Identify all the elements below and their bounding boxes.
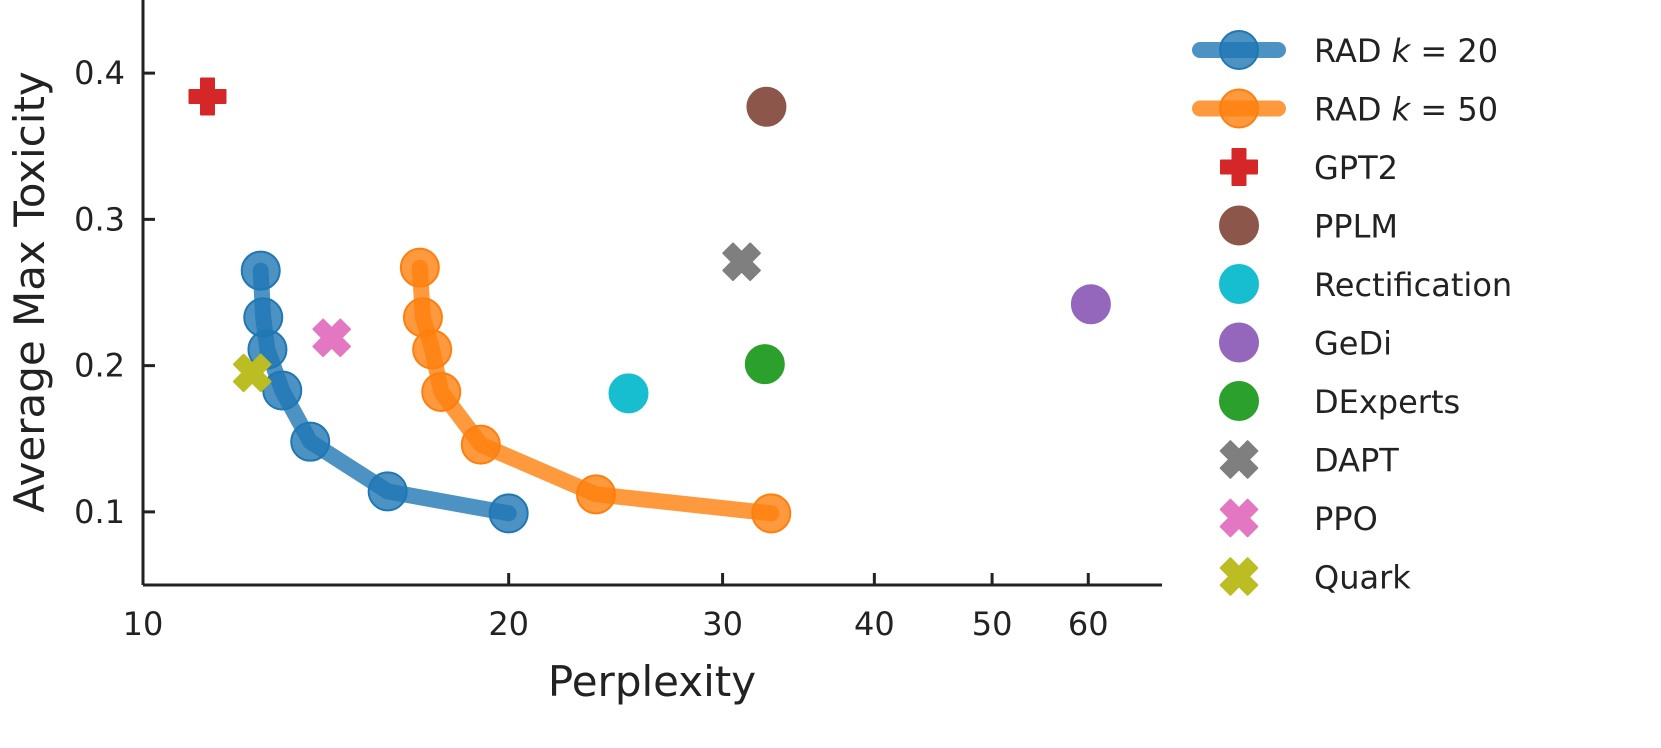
legend-item: Rectification [1219, 264, 1512, 304]
data-point [575, 474, 616, 515]
series-gpt2 [188, 77, 227, 116]
legend-label: GeDi [1314, 325, 1392, 363]
legend-label: Rectification [1314, 266, 1512, 304]
legend-label-variable: k [1392, 32, 1412, 70]
y-tick-label: 0.2 [74, 347, 125, 385]
legend-label: PPLM [1314, 208, 1398, 246]
legend-item: GeDi [1219, 322, 1392, 363]
legend-label: RAD k = 20 [1314, 32, 1498, 70]
legend-label-prefix: RAD [1314, 91, 1392, 129]
data-point [746, 86, 787, 127]
legend-marker [1219, 498, 1259, 538]
data-point [290, 421, 331, 462]
x-tick-label: 60 [1068, 605, 1109, 643]
series-dapt [722, 242, 761, 282]
legend-item: RAD k = 20 [1192, 30, 1498, 70]
legend-item: DExperts [1219, 381, 1460, 421]
series-dexperts [744, 344, 785, 385]
data-point [488, 493, 529, 534]
legend-item: DAPT [1219, 440, 1399, 480]
data-point [240, 250, 281, 291]
data-point [751, 493, 792, 534]
series-rad-k-20 [240, 250, 529, 534]
legend-label: Quark [1314, 559, 1411, 597]
legend-label: RAD k = 50 [1314, 91, 1498, 129]
legend-item: Quark [1219, 557, 1411, 597]
legend-marker [1219, 322, 1259, 363]
series-gedi [1070, 284, 1111, 325]
legend-label-variable: k [1392, 91, 1412, 129]
legend-label: DAPT [1314, 442, 1399, 480]
plot-area [188, 77, 1111, 534]
x-axis-label: Perplexity [548, 657, 756, 706]
legend-marker [1219, 88, 1259, 129]
series-pplm [746, 86, 787, 127]
data-point [412, 329, 453, 370]
legend-marker [1219, 440, 1259, 479]
legend-label-suffix: = 20 [1410, 32, 1498, 70]
legend-item: GPT2 [1220, 148, 1398, 187]
data-point [460, 424, 501, 465]
y-ticks: 0.1 0.2 0.3 0.4 [74, 54, 155, 531]
legend-label: DExperts [1314, 383, 1460, 421]
series-rectification [608, 373, 649, 414]
x-ticks: 10 20 30 40 50 60 [123, 573, 1109, 643]
y-tick-label: 0.1 [74, 493, 125, 531]
legend-label: GPT2 [1314, 149, 1398, 187]
legend-marker [1219, 381, 1259, 421]
x-tick-label: 50 [972, 605, 1013, 643]
data-point [367, 471, 408, 512]
data-point [722, 242, 761, 282]
data-point [188, 77, 227, 116]
data-point [262, 370, 303, 411]
y-tick-label: 0.4 [74, 54, 125, 92]
x-tick-label: 30 [702, 605, 743, 643]
data-point [1070, 284, 1111, 325]
legend-item: RAD k = 50 [1192, 88, 1498, 129]
y-tick-label: 0.3 [74, 200, 125, 238]
data-point [421, 371, 462, 412]
legend-item: PPLM [1219, 205, 1398, 246]
legend-marker [1219, 30, 1259, 70]
series-rad-k-50 [399, 247, 792, 534]
legend-label-suffix: = 50 [1410, 91, 1498, 129]
x-tick-label: 40 [854, 605, 895, 643]
data-point [399, 247, 440, 288]
legend-marker [1220, 148, 1258, 186]
legend-item: PPO [1219, 498, 1378, 538]
legend-marker [1219, 264, 1259, 304]
series-quark [232, 353, 272, 393]
data-point [312, 318, 351, 358]
data-point [232, 353, 272, 393]
data-point [608, 373, 649, 414]
x-tick-label: 10 [123, 605, 164, 643]
legend-marker [1219, 205, 1259, 246]
legend-label: PPO [1314, 500, 1378, 538]
data-point [744, 344, 785, 385]
legend-label-prefix: RAD [1314, 32, 1392, 70]
x-tick-label: 20 [488, 605, 529, 643]
legend-marker [1219, 557, 1259, 596]
y-axis-label: Average Max Toxicity [5, 71, 54, 513]
series-ppo [312, 318, 351, 358]
